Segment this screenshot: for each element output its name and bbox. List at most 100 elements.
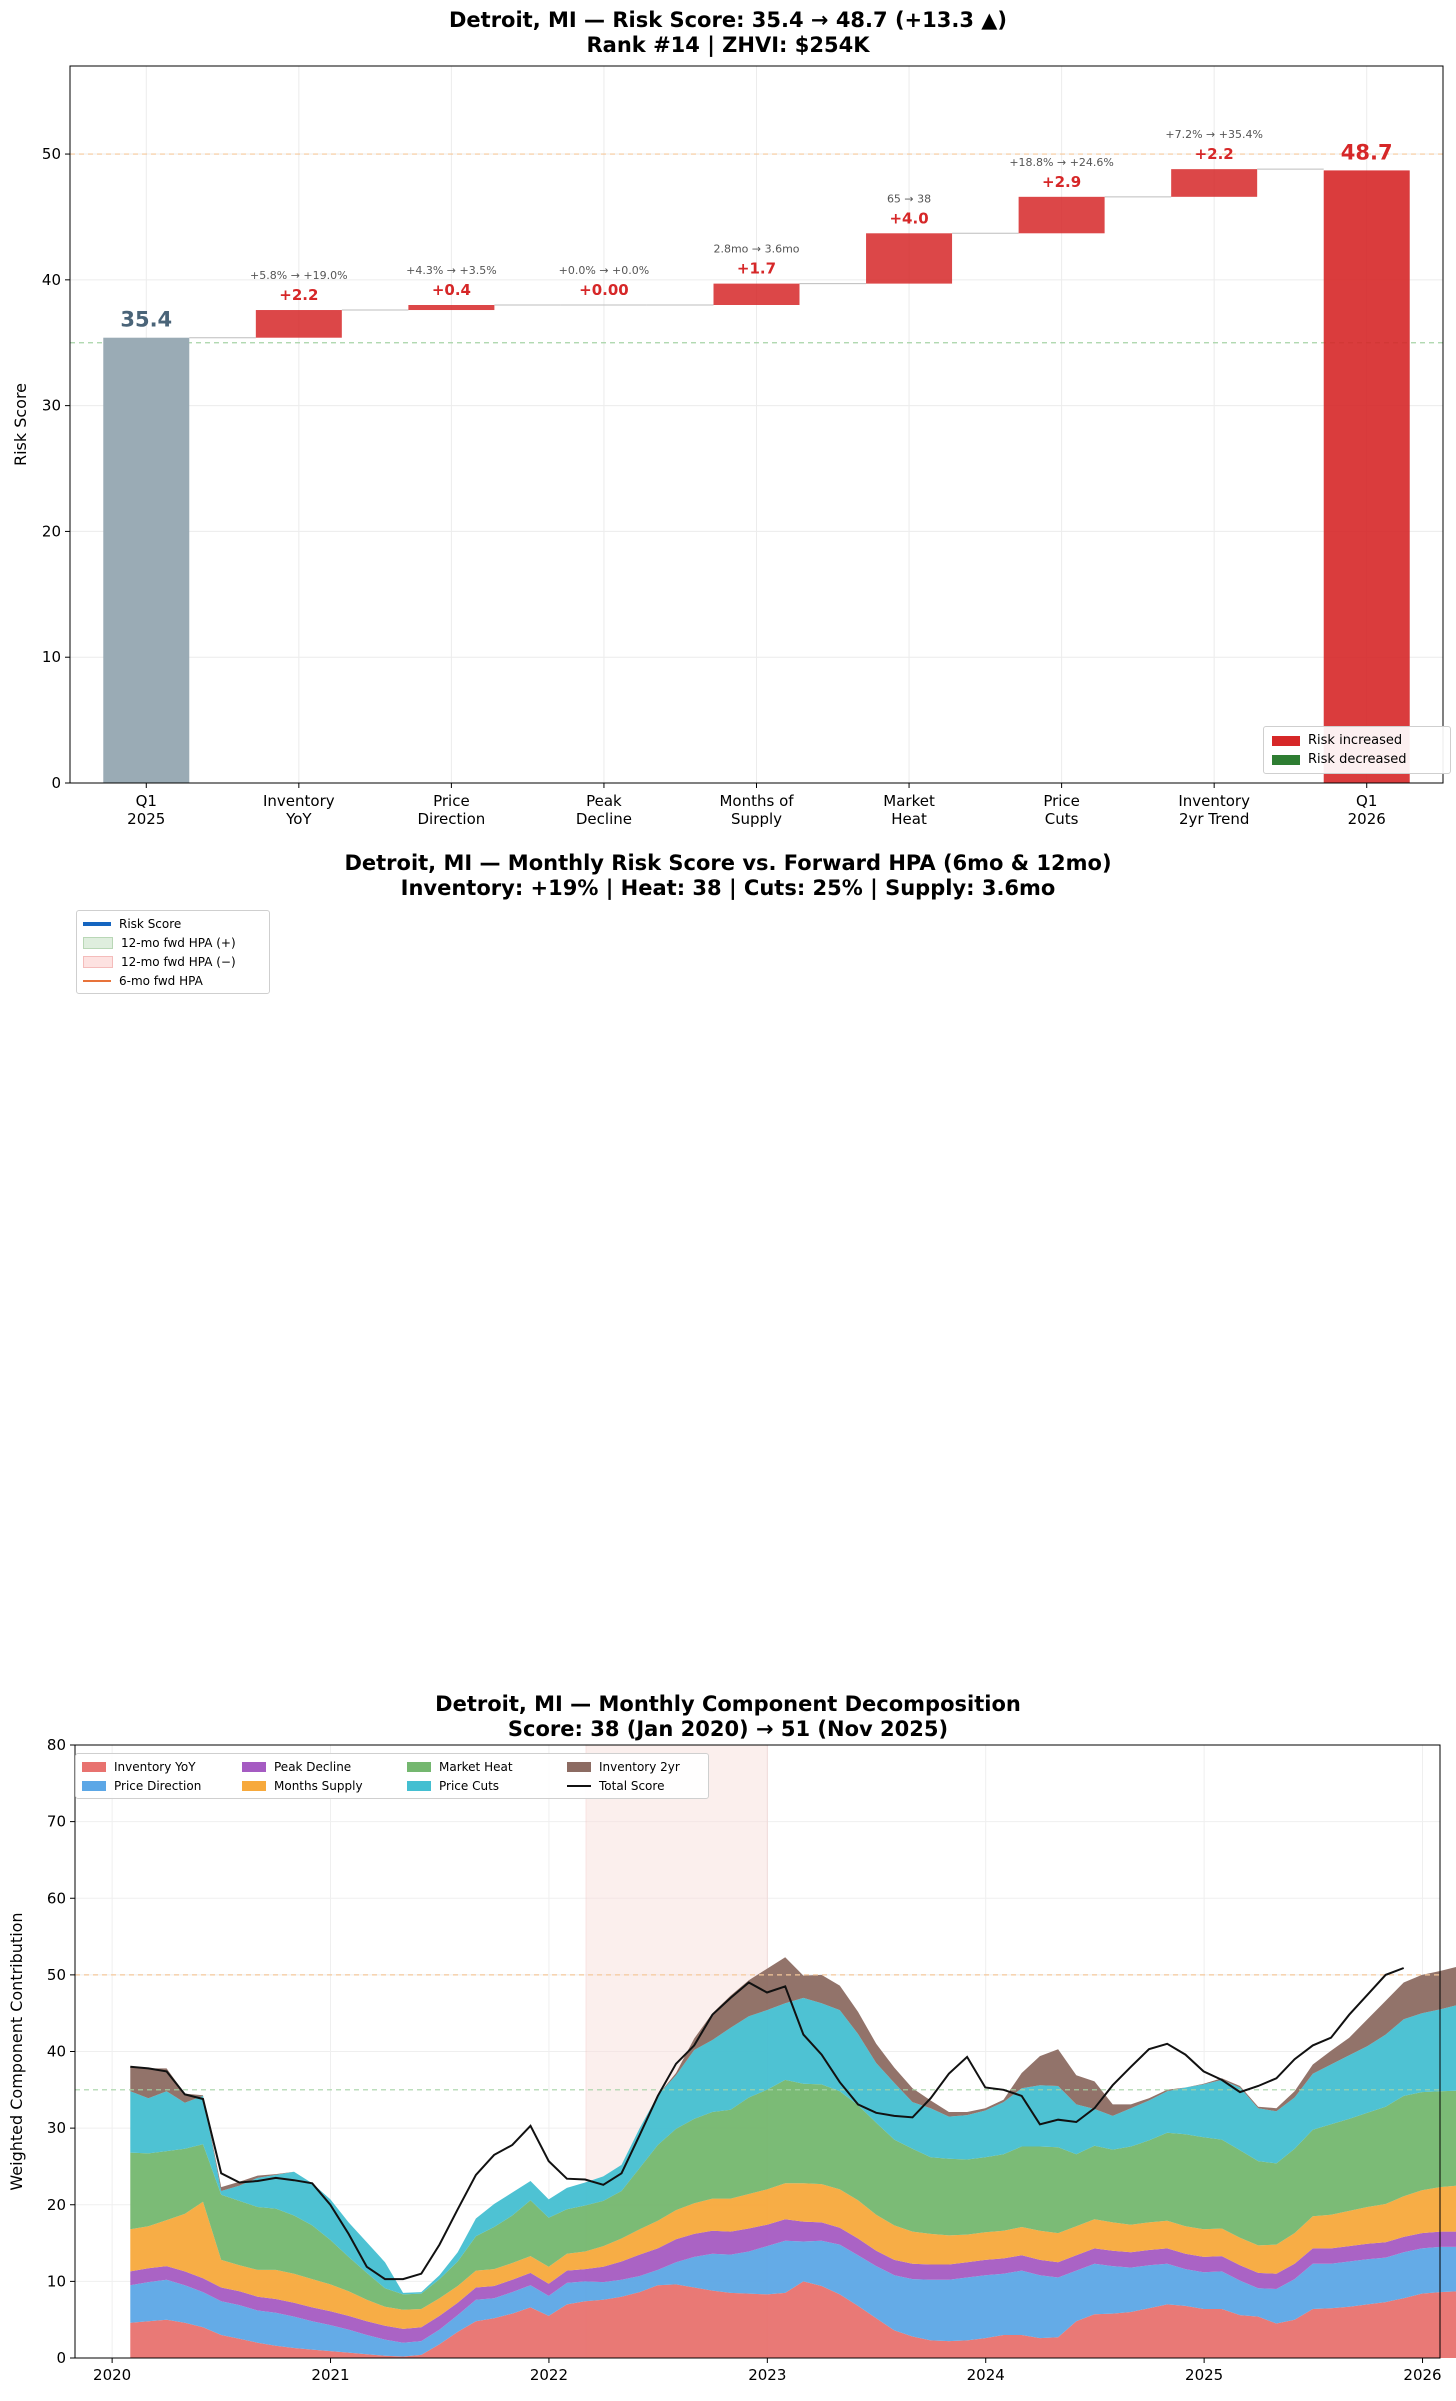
x-tick-label: 2020 <box>93 2366 131 2384</box>
legend-label: Price Cuts <box>439 1778 500 1793</box>
line-title: Detroit, MI — Monthly Risk Score vs. For… <box>344 851 1112 875</box>
start-value-label: 35.4 <box>120 308 172 332</box>
y-tick-label: 30 <box>47 2119 66 2137</box>
legend-swatch <box>242 1761 266 1772</box>
x-tick-label: Decline <box>576 810 632 828</box>
change-label: +18.8% → +24.6% <box>1009 156 1114 169</box>
change-label: 2.8mo → 3.6mo <box>713 243 799 256</box>
line-legend: Risk Score 12-mo fwd HPA (+) 12-mo fwd H… <box>76 910 270 994</box>
x-tick-label: Inventory <box>1178 792 1250 810</box>
legend-label: Price Direction <box>114 1778 202 1793</box>
delta-label: +4.0 <box>889 209 928 227</box>
y-tick-label: 40 <box>47 2043 66 2061</box>
delta-bar <box>1171 169 1258 197</box>
delta-label: +2.2 <box>1195 145 1234 163</box>
x-tick-label: Inventory <box>263 792 335 810</box>
change-label: +7.2% → +35.4% <box>1165 128 1263 141</box>
change-label: +4.3% → +3.5% <box>406 264 497 277</box>
y-axis-label: Weighted Component Contribution <box>7 1912 26 2190</box>
legend-swatch <box>407 1761 431 1772</box>
y-axis-label: Risk Score <box>11 383 30 466</box>
legend-item-risk-decreased: Risk decreased <box>1272 750 1442 769</box>
x-tick-label: 2026 <box>1403 2366 1441 2384</box>
legend-item-hpa-6mo: 6-mo fwd HPA <box>83 971 263 990</box>
area-price-direction <box>130 2240 1456 2357</box>
x-tick-label: Price <box>1043 792 1080 810</box>
y-tick-label: 80 <box>47 1736 66 1754</box>
delta-label: +0.4 <box>432 281 471 299</box>
delta-bar <box>1018 196 1105 234</box>
legend-label: Inventory 2yr <box>599 1759 680 1774</box>
end-value-label: 48.7 <box>1341 140 1393 164</box>
x-tick-label: Supply <box>731 810 782 828</box>
legend-swatch <box>82 1780 106 1791</box>
x-tick-label: Peak <box>586 792 622 810</box>
legend-swatch <box>567 1784 591 1787</box>
area-price-cuts <box>130 1997 1456 2295</box>
y-tick-label: 10 <box>47 2272 66 2290</box>
area-market-heat <box>130 2079 1456 2310</box>
waterfall-subtitle: Rank #14 | ZHVI: $254K <box>586 33 870 57</box>
legend-label: Peak Decline <box>274 1759 352 1774</box>
line-subtitle: Inventory: +19% | Heat: 38 | Cuts: 25% |… <box>400 876 1056 900</box>
stack-subtitle: Score: 38 (Jan 2020) → 51 (Nov 2025) <box>507 1717 949 1741</box>
legend-label: Months Supply <box>274 1778 363 1793</box>
legend-item-hpa-negative: 12-mo fwd HPA (−) <box>83 952 263 971</box>
change-label: +5.8% → +19.0% <box>250 269 348 282</box>
x-tick-label: 2022 <box>530 2366 568 2384</box>
x-tick-label: 2025 <box>1185 2366 1223 2384</box>
y-tick-label: 60 <box>47 1889 66 1907</box>
legend-item-inventory-2yr: Inventory 2yr <box>567 1757 697 1776</box>
legend-item-risk-score: Risk Score <box>83 914 263 933</box>
legend-item-total-score: Total Score <box>567 1776 697 1795</box>
legend-item-months-supply: Months Supply <box>242 1776 407 1795</box>
legend-swatch <box>242 1780 266 1791</box>
delta-label: +2.9 <box>1042 173 1081 191</box>
x-tick-label: 2021 <box>311 2366 349 2384</box>
delta-bar <box>408 305 495 311</box>
stack-legend: Inventory YoY Peak Decline Market Heat Inve… <box>75 1753 709 1799</box>
start-bar <box>103 337 190 783</box>
legend-item-price-direction: Price Direction <box>82 1776 242 1795</box>
y-tick-label: 70 <box>47 1813 66 1831</box>
x-tick-label: Cuts <box>1045 810 1079 828</box>
legend-item-hpa-positive: 12-mo fwd HPA (+) <box>83 933 263 952</box>
delta-label: +0.00 <box>579 281 629 299</box>
legend-item-price-cuts: Price Cuts <box>407 1776 567 1795</box>
legend-swatch <box>567 1761 591 1772</box>
y-tick-label: 50 <box>47 1966 66 1984</box>
end-bar <box>1323 170 1410 783</box>
waterfall-title: Detroit, MI — Risk Score: 35.4 → 48.7 (+… <box>448 8 1008 32</box>
waterfall-legend: Risk increased Risk decreased <box>1263 726 1451 774</box>
delta-label: +2.2 <box>279 286 318 304</box>
x-tick-label: 2025 <box>127 810 165 828</box>
delta-label: +1.7 <box>737 260 776 278</box>
x-tick-label: YoY <box>285 810 312 828</box>
legend-item-inventory-yoy: Inventory YoY <box>82 1757 242 1776</box>
x-tick-label: 2024 <box>967 2366 1005 2384</box>
y-tick-label: 30 <box>42 397 61 415</box>
y-tick-label: 0 <box>56 2349 66 2367</box>
legend-label: Market Heat <box>439 1759 513 1774</box>
y-tick-label: 40 <box>42 271 61 289</box>
x-tick-label: Price <box>433 792 470 810</box>
x-tick-label: Market <box>883 792 935 810</box>
x-tick-label: Months of <box>719 792 794 810</box>
x-tick-label: 2023 <box>748 2366 786 2384</box>
legend-label: Inventory YoY <box>114 1759 196 1774</box>
legend-label: Total Score <box>599 1778 665 1793</box>
legend-item-peak-decline: Peak Decline <box>242 1757 407 1776</box>
area-months-supply <box>130 2183 1456 2329</box>
delta-bar <box>713 283 800 305</box>
delta-bar <box>866 233 953 284</box>
delta-bar <box>255 310 342 338</box>
x-tick-label: Q1 <box>136 792 157 810</box>
y-tick-label: 0 <box>51 774 61 792</box>
x-tick-label: Q1 <box>1356 792 1377 810</box>
y-tick-label: 10 <box>42 648 61 666</box>
stack-title: Detroit, MI — Monthly Component Decompos… <box>435 1692 1021 1716</box>
waterfall-chart: 35.4 +2.2 +5.8% → +19.0% +0.4 +4.3% → +3.5% +… <box>11 65 1444 828</box>
legend-item-risk-increased: Risk increased <box>1272 731 1442 750</box>
y-tick-label: 20 <box>42 522 61 540</box>
